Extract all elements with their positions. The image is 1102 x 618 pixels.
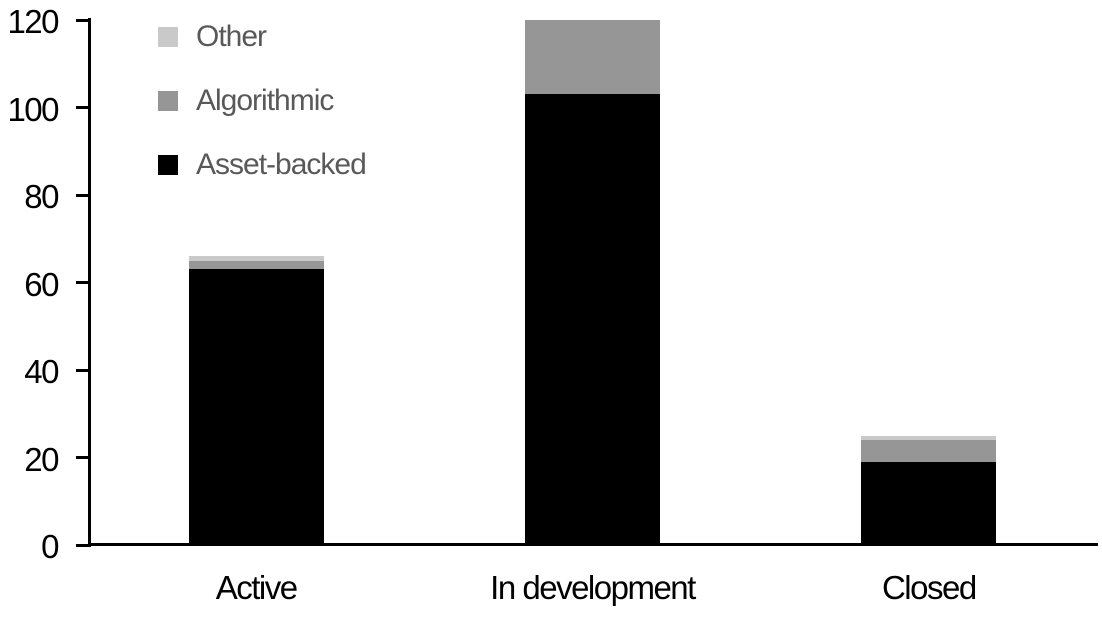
legend-item-asset-backed: Asset-backed — [158, 148, 367, 181]
legend-swatch-algorithmic-icon — [158, 91, 178, 111]
legend-item-other: Other — [158, 22, 366, 52]
x-axis-line — [88, 543, 1098, 546]
legend-swatch-other-icon — [158, 27, 178, 47]
y-axis-tick-label: 20 — [24, 440, 59, 478]
bar-segment-other — [861, 435, 997, 440]
legend-label-asset-backed: Asset-backed — [196, 148, 367, 181]
legend-label-other: Other — [196, 20, 267, 53]
y-axis-tick — [76, 18, 88, 22]
x-axis-category-label: Active — [215, 569, 298, 606]
bar-segment-other — [188, 256, 324, 261]
y-axis-tick — [76, 543, 88, 547]
y-axis-tick-label: 40 — [24, 353, 59, 390]
legend: Other Algorithmic Asset-backed — [158, 22, 367, 181]
bar-segment-algorithmic — [525, 20, 660, 95]
y-axis-tick — [76, 193, 88, 197]
x-axis-category-label: Closed — [881, 569, 977, 606]
legend-swatch-asset-backed-icon — [158, 155, 178, 175]
y-axis-line — [88, 18, 91, 547]
y-axis-tick — [76, 456, 88, 459]
bar-segment-algorithmic — [861, 440, 997, 462]
bar-segment-asset-backed — [525, 94, 660, 545]
legend-label-algorithmic: Algorithmic — [196, 84, 334, 117]
legend-item-algorithmic: Algorithmic — [158, 86, 366, 116]
y-axis-tick — [76, 106, 88, 109]
y-axis-tick — [76, 281, 88, 284]
x-axis-category-label: In development — [490, 569, 696, 606]
bar-segment-asset-backed — [861, 461, 997, 545]
y-axis-tick — [76, 368, 88, 372]
y-axis-tick-label: 100 — [7, 90, 59, 128]
y-axis-tick-label: 80 — [24, 178, 59, 215]
y-axis-tick-label: 120 — [7, 3, 59, 40]
bar-segment-asset-backed — [188, 269, 324, 545]
y-axis-tick-label: 0 — [41, 528, 59, 565]
bar-segment-algorithmic — [188, 260, 324, 270]
y-axis-tick-label: 60 — [24, 265, 59, 303]
